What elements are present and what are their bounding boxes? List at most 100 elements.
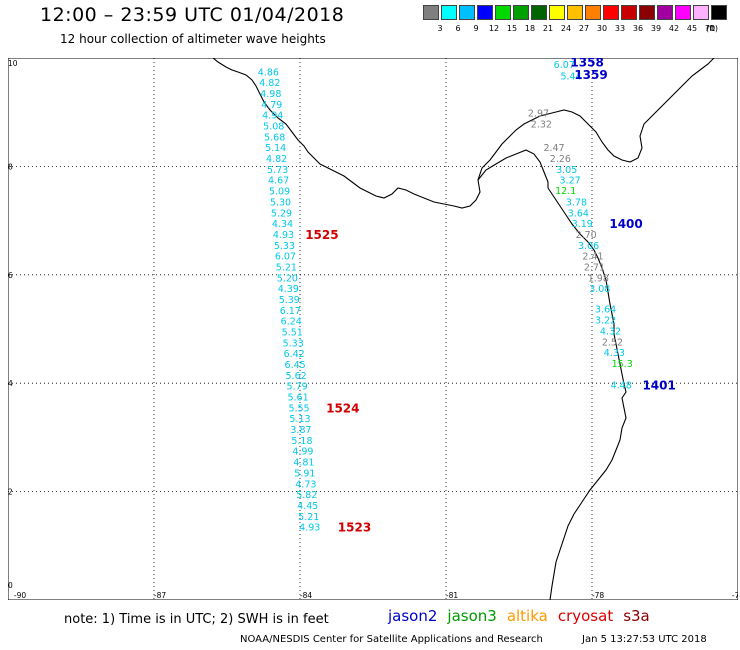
colorbar-label: 30: [596, 24, 608, 33]
swh-measurement: 5.51: [282, 328, 303, 339]
satellite-legend-altika: altika: [506, 607, 548, 625]
swh-measurement: 3.05: [556, 165, 577, 176]
swh-measurement: 4.34: [272, 219, 293, 230]
satellite-legend-s3a: s3a: [623, 607, 650, 625]
pass-time-label: 1401: [642, 379, 675, 393]
swh-measurement: 6.42: [284, 349, 305, 360]
swh-measurement: 4.45: [297, 501, 318, 512]
colorbar-label: 45: [686, 24, 698, 33]
swh-measurement: 2.71: [584, 262, 605, 273]
colorbar-swatch: [657, 5, 673, 20]
colorbar-label: 39: [650, 24, 662, 33]
colorbar-label: 6: [455, 24, 461, 33]
swh-measurement: 4.32: [600, 326, 621, 337]
swh-measurement: 6.07: [554, 60, 575, 71]
colorbar-label: 36: [632, 24, 644, 33]
colorbar-swatch: [693, 5, 709, 20]
swh-measurement: 5.20: [277, 273, 298, 284]
swh-measurement: 5.13: [289, 414, 310, 425]
pass-time-label: 1525: [305, 228, 338, 242]
swh-measurement: 12.1: [555, 186, 576, 197]
swh-measurement: 4.93: [273, 230, 294, 241]
pass-time-label: 1523: [338, 521, 371, 535]
swh-measurement: 5.44: [560, 72, 581, 83]
colorbar-swatch: [639, 5, 655, 20]
y-tick-label: 8: [8, 162, 13, 171]
axis-ticks: -90 -87 -84 -81 -78 -75 0 2 4 6 8 10: [8, 59, 738, 600]
satellite-legend-jason3: jason3: [447, 607, 497, 625]
colorbar-swatch: [711, 5, 727, 20]
y-tick-label: 2: [8, 488, 13, 497]
colorbar-swatch: [621, 5, 637, 20]
swh-measurement: 5.14: [265, 143, 286, 154]
swh-measurement: 4.98: [260, 89, 281, 100]
coastline-pacific-south: [547, 187, 627, 600]
colorbar-swatch: [459, 5, 475, 20]
credit-line: NOAA/NESDIS Center for Satellite Applica…: [240, 634, 543, 645]
swh-measurement: 5.62: [286, 371, 307, 382]
colorbar-swatch: [585, 5, 601, 20]
swh-measurement: 4.94: [262, 111, 283, 122]
swh-measurement: 5.08: [263, 122, 284, 133]
colorbar-label: 33: [614, 24, 626, 33]
swh-measurement: 4.99: [292, 447, 313, 458]
swh-measurement: 1.98: [588, 273, 609, 284]
swh-measurement: 2.97: [528, 109, 549, 120]
colorbar-label: 9: [473, 24, 479, 33]
swh-measurement: 6.07: [275, 252, 296, 263]
swh-measurement: 4.33: [604, 348, 625, 359]
colorbar-label: 70: [704, 24, 716, 33]
x-tick-label: -87: [154, 591, 166, 600]
swh-measurement: 4.67: [268, 176, 289, 187]
x-tick-label: -84: [300, 591, 312, 600]
swh-measurement: 3.78: [566, 197, 587, 208]
graticule: [8, 58, 738, 600]
swh-measurement: 5.30: [270, 197, 291, 208]
swh-measurement: 5.33: [283, 338, 304, 349]
colorbar-swatch: [567, 5, 583, 20]
swh-measurement: 5.82: [296, 490, 317, 501]
swh-measurement: 6.45: [285, 360, 306, 371]
generated-timestamp: Jan 5 13:27:53 UTC 2018: [582, 634, 707, 645]
swh-measurement: 4.48: [611, 381, 632, 392]
swh-measurement: 3.22: [595, 316, 616, 327]
satellite-legend-jason2: jason2: [388, 607, 438, 625]
coastline-panama-colombia: [212, 58, 715, 209]
swh-measurement: 4.86: [258, 67, 279, 78]
colorbar-swatch: [495, 5, 511, 20]
colorbar-label: 42: [668, 24, 680, 33]
swh-measurement: 4.82: [266, 154, 287, 165]
swh-measurement: 2.52: [602, 337, 623, 348]
colorbar-label: 18: [524, 24, 536, 33]
colorbar-swatch: [603, 5, 619, 20]
swh-measurement: 3.64: [595, 305, 616, 316]
swh-measurement: 2.41: [582, 252, 603, 263]
y-tick-label: 0: [8, 581, 13, 590]
colorbar-swatch: [477, 5, 493, 20]
swh-measurement: 3.06: [578, 241, 599, 252]
swh-measurement: 6.17: [280, 306, 301, 317]
satellite-legend-cryosat: cryosat: [557, 607, 614, 625]
gulf-of-panama-shore: [477, 149, 549, 188]
colorbar-label: 15: [506, 24, 518, 33]
swh-measurement: 2.70: [576, 230, 597, 241]
swh-measurement: 3.64: [568, 208, 589, 219]
coastline: [212, 58, 715, 600]
colorbar-swatch: [549, 5, 565, 20]
swh-measurement: 5.21: [276, 262, 297, 273]
swh-measurement: 2.47: [543, 143, 564, 154]
x-tick-label: -90: [14, 591, 26, 600]
swh-measurement: 6.24: [281, 317, 302, 328]
swh-measurement: 5.73: [267, 165, 288, 176]
swh-measurement: 4.82: [259, 78, 280, 89]
swh-measurement: 3.27: [560, 176, 581, 187]
colorbar-swatch: [441, 5, 457, 20]
x-tick-label: -81: [446, 591, 458, 600]
swh-measurement: 5.29: [271, 208, 292, 219]
swh-measurement: 5.33: [274, 241, 295, 252]
pass-time-label: 1358: [570, 58, 603, 70]
colorbar-label: 12: [488, 24, 500, 33]
colorbar-swatch: [513, 5, 529, 20]
swh-measurement: 3.87: [290, 425, 311, 436]
